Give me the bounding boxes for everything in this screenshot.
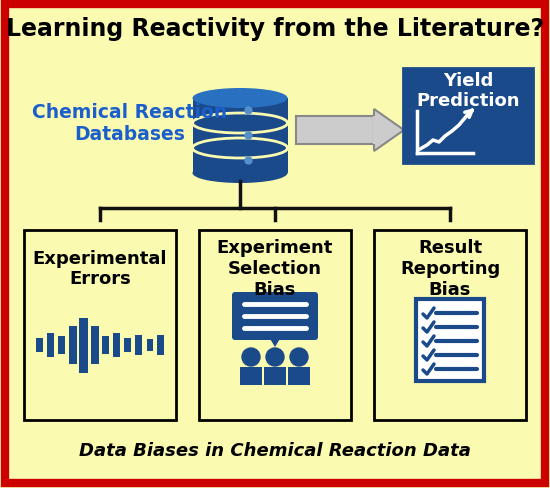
Bar xyxy=(296,117,374,145)
Bar xyxy=(192,123,288,125)
Text: Yield
Prediction: Yield Prediction xyxy=(416,71,520,110)
Text: Experiment
Selection
Bias: Experiment Selection Bias xyxy=(217,239,333,298)
Polygon shape xyxy=(269,337,281,347)
FancyBboxPatch shape xyxy=(374,230,526,420)
Text: Learning Reactivity from the Literature?: Learning Reactivity from the Literature? xyxy=(6,17,544,41)
Bar xyxy=(69,326,76,364)
Bar xyxy=(146,339,152,351)
FancyBboxPatch shape xyxy=(199,230,351,420)
Circle shape xyxy=(290,348,308,366)
Bar xyxy=(135,335,142,355)
Ellipse shape xyxy=(192,163,288,183)
FancyBboxPatch shape xyxy=(232,292,318,340)
Text: Data Biases in Chemical Reaction Data: Data Biases in Chemical Reaction Data xyxy=(79,441,471,459)
Bar xyxy=(47,333,54,357)
Bar xyxy=(157,335,164,355)
FancyBboxPatch shape xyxy=(264,367,286,385)
Bar xyxy=(79,318,88,373)
FancyBboxPatch shape xyxy=(403,69,533,163)
FancyBboxPatch shape xyxy=(288,367,310,385)
Bar xyxy=(192,99,288,174)
Ellipse shape xyxy=(192,89,288,109)
FancyBboxPatch shape xyxy=(240,367,262,385)
FancyBboxPatch shape xyxy=(5,5,545,483)
Circle shape xyxy=(242,348,260,366)
FancyBboxPatch shape xyxy=(24,230,176,420)
Text: Chemical Reaction
Databases: Chemical Reaction Databases xyxy=(32,103,228,144)
Bar xyxy=(192,148,288,150)
Bar xyxy=(113,333,120,357)
Circle shape xyxy=(266,348,284,366)
Bar xyxy=(36,338,43,352)
Text: Experimental
Errors: Experimental Errors xyxy=(33,249,167,288)
Bar xyxy=(102,336,109,354)
Bar xyxy=(58,336,65,354)
Polygon shape xyxy=(374,110,404,152)
Ellipse shape xyxy=(192,139,288,159)
Bar xyxy=(91,326,98,364)
Bar xyxy=(373,117,376,145)
Text: Result
Reporting
Bias: Result Reporting Bias xyxy=(400,239,500,298)
Bar xyxy=(124,338,131,352)
Ellipse shape xyxy=(192,114,288,134)
FancyBboxPatch shape xyxy=(416,299,484,381)
